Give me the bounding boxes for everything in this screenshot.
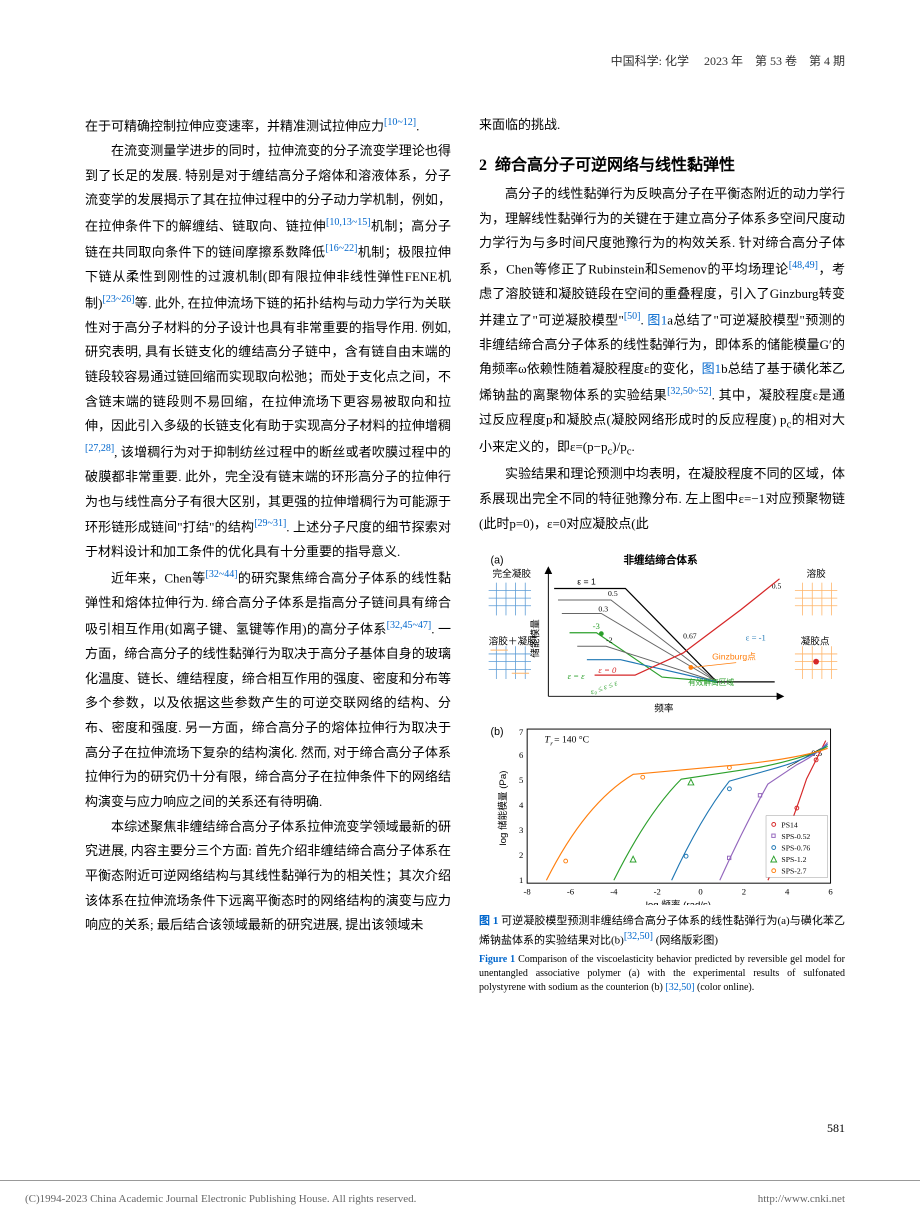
year: 2023 年: [704, 54, 743, 68]
citation[interactable]: [50]: [624, 311, 641, 322]
svg-text:7: 7: [519, 727, 524, 737]
citation[interactable]: [29~31]: [254, 518, 286, 529]
citation[interactable]: [32,50]: [624, 931, 653, 942]
svg-text:= 140 °C: = 140 °C: [554, 735, 589, 746]
svg-text:0.67: 0.67: [683, 632, 697, 641]
svg-text:SPS-0.52: SPS-0.52: [781, 832, 810, 841]
svg-text:PS14: PS14: [781, 821, 797, 830]
citation[interactable]: [48,49]: [789, 260, 818, 271]
figure-ref[interactable]: 图1: [647, 312, 667, 327]
svg-text:-4: -4: [610, 887, 618, 897]
svg-text:-3: -3: [593, 621, 600, 631]
citation[interactable]: [32,45~47]: [387, 620, 432, 631]
svg-text:SPS-2.7: SPS-2.7: [781, 867, 806, 876]
svg-text:4: 4: [519, 800, 524, 810]
page-header: 中国科学: 化学 2023 年 第 53 卷 第 4 期: [85, 50, 845, 73]
left-column: 在于可精确控制拉伸应变速率，并精准测试拉伸应力[10~12]. 在流变测量学进步…: [85, 113, 451, 996]
volume: 第 53 卷: [755, 54, 797, 68]
right-column: 来面临的挑战. 2 缔合高分子可逆网络与线性黏弹性 高分子的线性黏弹行为反映高分…: [479, 113, 845, 996]
panel-a-label: (a): [491, 555, 504, 567]
grid-icon-bl: [489, 647, 531, 680]
svg-text:(b): (b): [491, 726, 504, 738]
copyright-text: (C)1994-2023 China Academic Journal Elec…: [25, 1189, 416, 1210]
label-sol: 溶胶: [806, 568, 826, 580]
label-system: 非缠结缔合体系: [623, 554, 697, 567]
citation[interactable]: [32,50~52]: [667, 386, 712, 397]
label-gel-point: 凝胶点: [801, 636, 830, 648]
footer: (C)1994-2023 China Academic Journal Elec…: [0, 1180, 920, 1218]
svg-text:-2: -2: [606, 636, 613, 645]
page-container: 中国科学: 化学 2023 年 第 53 卷 第 4 期 在于可精确控制拉伸应变…: [0, 0, 920, 1180]
grid-icon-tr: [795, 583, 837, 616]
svg-text:频率: 频率: [654, 703, 674, 715]
figure-ref[interactable]: 图1: [702, 361, 722, 376]
svg-text:2: 2: [742, 887, 746, 897]
panel-b: (b) 1 2 3 4 5 6 7 -8 -6 -4 -2 0 2 4 6: [491, 726, 834, 905]
paragraph: 本综述聚焦非缠结缔合高分子体系拉伸流变学领域最新的研究进展, 内容主要分三个方面…: [85, 815, 451, 938]
citation[interactable]: [32,50]: [665, 982, 694, 993]
svg-text:Ginzburg点: Ginzburg点: [712, 652, 756, 662]
svg-text:-8: -8: [524, 887, 531, 897]
citation[interactable]: [23~26]: [103, 294, 135, 305]
grid-icon-tl: [489, 583, 531, 616]
svg-text:ε = ε: ε = ε: [568, 671, 586, 681]
svg-text:log 频率 (rad/s): log 频率 (rad/s): [646, 900, 711, 905]
svg-text:6: 6: [828, 887, 833, 897]
svg-text:log 储能模量 (Pa): log 储能模量 (Pa): [497, 771, 509, 846]
para-continuation: 来面临的挑战.: [479, 113, 845, 138]
svg-text:-6: -6: [567, 887, 575, 897]
svg-text:SPS-0.76: SPS-0.76: [781, 844, 810, 853]
issue: 第 4 期: [809, 54, 845, 68]
legend: PS14 SPS-0.52 SPS-0.76 SPS-1.2 SPS-2.7: [766, 816, 828, 878]
citation[interactable]: [10,13~15]: [326, 217, 371, 228]
footer-url[interactable]: http://www.cnki.net: [758, 1189, 845, 1210]
citation[interactable]: [32~44]: [205, 569, 237, 580]
figure-1: (a) 完全凝胶 非缠结缔合体系 溶胶: [479, 548, 845, 995]
journal-name: 中国科学: 化学: [611, 54, 689, 68]
figure-caption-en: Figure 1 Comparison of the viscoelastici…: [479, 953, 845, 995]
svg-text:1: 1: [519, 876, 523, 886]
two-column-content: 在于可精确控制拉伸应变速率，并精准测试拉伸应力[10~12]. 在流变测量学进步…: [85, 113, 845, 996]
panel-a-plot: 储能模量 频率 ε = 1 0.5 0.5 0.3: [530, 567, 785, 715]
paragraph: 近年来，Chen等[32~44]的研究聚焦缔合高分子体系的线性黏弹性和熔体拉伸行…: [85, 565, 451, 815]
paragraph: 高分子的线性黏弹行为反映高分子在平衡态附近的动力学行为，理解线性黏弹行为的关键在…: [479, 182, 845, 462]
svg-text:-2: -2: [654, 887, 661, 897]
svg-text:SPS-1.2: SPS-1.2: [781, 855, 806, 864]
svg-text:2: 2: [519, 851, 523, 861]
svg-text:储能模量: 储能模量: [530, 619, 542, 658]
svg-text:6: 6: [519, 750, 524, 760]
label-complete-gel: 完全凝胶: [492, 568, 531, 580]
citation[interactable]: [16~22]: [325, 243, 357, 254]
svg-text:5: 5: [519, 775, 523, 785]
svg-text:4: 4: [785, 887, 790, 897]
svg-text:ε = -1: ε = -1: [746, 633, 766, 643]
citation[interactable]: [10~12]: [384, 117, 416, 128]
figure-caption-cn: 图 1 可逆凝胶模型预测非缠结缔合高分子体系的线性黏弹行为(a)与磺化苯乙烯钠盐…: [479, 913, 845, 950]
para-continuation: 在于可精确控制拉伸应变速率，并精准测试拉伸应力[10~12].: [85, 113, 451, 139]
svg-text:3: 3: [519, 826, 523, 836]
section-heading: 2 缔合高分子可逆网络与线性黏弹性: [479, 151, 845, 181]
svg-text:ε = 1: ε = 1: [577, 577, 596, 587]
svg-text:r: r: [550, 741, 553, 748]
paragraph: 实验结果和理论预测中均表明，在凝胶程度不同的区域，体系展现出完全不同的特征弛豫分…: [479, 462, 845, 536]
svg-text:0.5: 0.5: [772, 582, 782, 591]
figure-1-svg: (a) 完全凝胶 非缠结缔合体系 溶胶: [479, 548, 845, 904]
svg-text:有效解离区域: 有效解离区域: [688, 677, 734, 687]
svg-text:0.5: 0.5: [608, 590, 618, 599]
page-number: 581: [827, 1117, 845, 1140]
paragraph: 在流变测量学进步的同时，拉伸流变的分子流变学理论也得到了长足的发展. 特别是对于…: [85, 139, 451, 565]
grid-icon-br: [795, 647, 837, 680]
svg-text:0: 0: [698, 887, 702, 897]
svg-text:0.3: 0.3: [598, 605, 608, 614]
svg-text:ε = 0: ε = 0: [598, 666, 617, 676]
svg-text:ε₀ ≤ ε ≤ ε: ε₀ ≤ ε ≤ ε: [589, 678, 619, 696]
citation[interactable]: [27,28]: [85, 443, 114, 454]
